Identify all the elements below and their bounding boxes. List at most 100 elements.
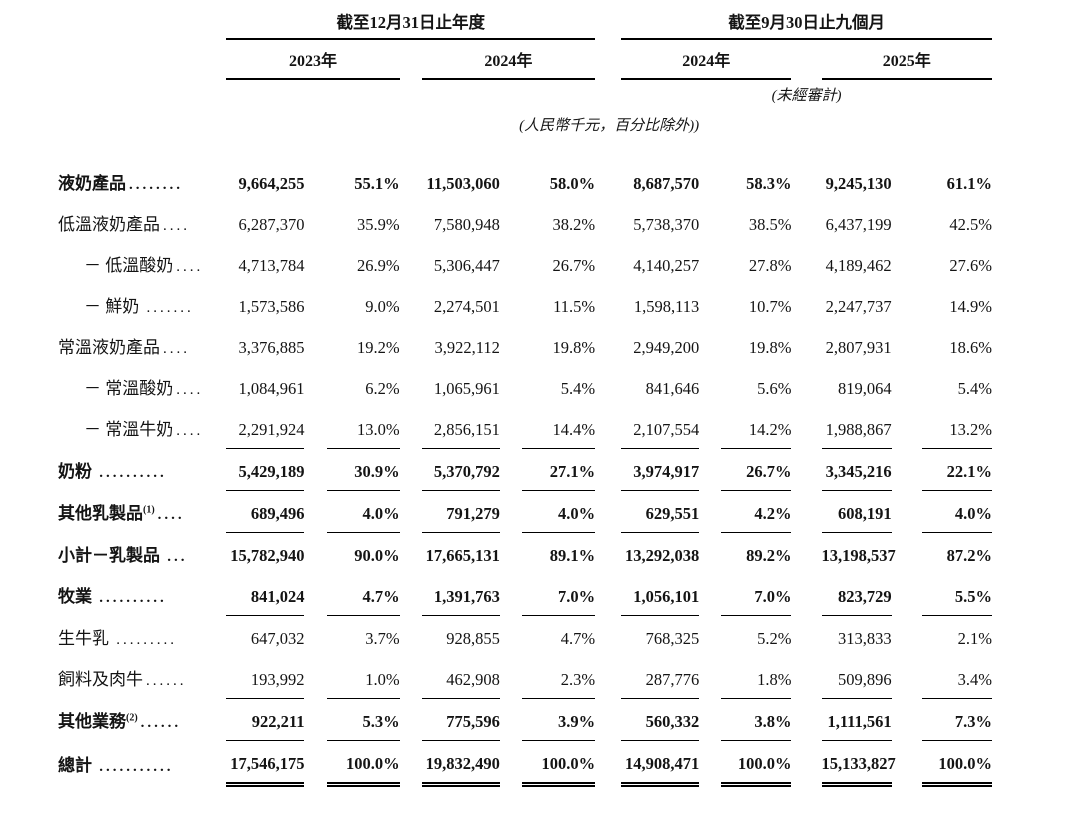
column-gap (791, 366, 821, 407)
percent-cell: 35.9% (357, 214, 400, 234)
year-header-2023: 2023年 (226, 38, 400, 81)
row-label: 小計－乳製品 ... (58, 545, 188, 565)
document-page: 截至12月31日止年度 截至9月30日止九個月 2023年 2024年 2024… (58, 13, 992, 787)
percent-cell: 27.8% (748, 255, 792, 275)
column-gap (699, 366, 721, 407)
column-gap (791, 490, 821, 532)
value-cell: 2,807,931 (825, 337, 892, 357)
leader-dots: .... (157, 507, 185, 524)
percent-cell: 19.2% (357, 337, 400, 357)
column-gap (304, 657, 326, 699)
percent-cell: 89.2% (746, 545, 792, 565)
percent-cell: 6.2% (365, 378, 400, 398)
column-gap (500, 202, 522, 243)
value-cell: 560,332 (621, 698, 700, 741)
column-gap (400, 284, 422, 325)
column-gap (400, 532, 422, 574)
row-label: 常溫液奶產品.... (58, 337, 190, 357)
column-gap (791, 698, 821, 740)
row-label: 飼料及肉牛...... (58, 670, 187, 690)
percent-cell: 10.7% (748, 296, 792, 316)
column-gap (595, 657, 621, 699)
column-gap (400, 490, 422, 532)
percent-cell: 1.0% (326, 656, 400, 699)
column-gap (791, 407, 821, 449)
value-cell: 1,391,763 (421, 573, 500, 616)
column-gap (892, 532, 922, 574)
value-cell: 608,191 (821, 490, 892, 533)
column-gap (304, 161, 326, 202)
value-cell: 1,084,961 (238, 378, 305, 398)
percent-cell: 3.7% (365, 628, 400, 648)
value-cell: 509,896 (821, 656, 892, 699)
value-cell: 13,198,537 (821, 545, 896, 565)
column-gap (304, 448, 326, 490)
column-gap (400, 407, 422, 449)
value-cell: 9,664,255 (238, 173, 305, 193)
percent-cell: 30.9% (326, 448, 400, 491)
percent-cell: 58.3% (746, 173, 792, 193)
column-gap (595, 202, 621, 243)
period-header-row: 截至12月31日止年度 截至9月30日止九個月 (58, 13, 992, 40)
column-gap (500, 407, 522, 449)
row-label: － 常溫牛奶.... (84, 420, 204, 440)
percent-cell: 100.0% (326, 740, 400, 787)
percent-cell: 14.2% (721, 406, 792, 449)
column-gap (699, 202, 721, 243)
value-cell: 3,922,112 (434, 337, 500, 357)
year-header-9m-2024: 2024年 (621, 38, 792, 81)
column-gap (699, 740, 721, 784)
value-cell: 5,738,370 (633, 214, 700, 234)
footnote-marker: (2) (126, 712, 138, 724)
column-gap (400, 740, 422, 784)
column-gap (699, 284, 721, 325)
leader-dots: ...... (146, 673, 187, 690)
column-gap (892, 325, 922, 366)
value-cell: 768,325 (645, 628, 700, 648)
value-cell: 462,908 (421, 656, 500, 699)
column-gap (791, 448, 821, 490)
percent-cell: 19.8% (552, 337, 596, 357)
value-cell: 841,646 (645, 378, 700, 398)
value-cell: 2,107,554 (621, 406, 700, 449)
percent-cell: 14.9% (949, 296, 992, 316)
column-gap (595, 740, 621, 784)
column-gap (892, 698, 922, 740)
column-gap (500, 574, 522, 616)
value-cell: 791,279 (421, 490, 500, 533)
row-label: － 常溫酸奶.... (84, 378, 204, 398)
percent-cell: 13.0% (326, 406, 400, 449)
percent-cell: 26.9% (357, 255, 400, 275)
column-gap (304, 615, 326, 657)
percent-cell: 4.0% (326, 490, 400, 533)
column-gap (400, 574, 422, 616)
column-gap (595, 161, 621, 202)
value-cell: 4,189,462 (825, 255, 892, 275)
column-gap (791, 202, 821, 243)
percent-cell: 3.8% (721, 698, 792, 741)
column-gap (791, 574, 821, 616)
year-header-9m-2025: 2025年 (821, 38, 992, 81)
year-header-row: 2023年 2024年 2024年 2025年 (58, 38, 992, 81)
column-gap (595, 615, 621, 657)
column-gap (892, 407, 922, 449)
row-label: 牧業 .......... (58, 587, 167, 607)
percent-cell: 4.7% (326, 573, 400, 616)
column-gap (400, 657, 422, 699)
table-row: 牧業 .......... 841,024 4.7% 1,391,763 7.0% 1,0… (58, 573, 992, 616)
value-cell: 313,833 (838, 628, 892, 648)
column-gap (595, 490, 621, 532)
column-gap (791, 532, 821, 574)
value-cell: 11,503,060 (426, 173, 500, 193)
column-gap (699, 657, 721, 699)
value-cell: 8,687,570 (633, 173, 700, 193)
value-cell: 647,032 (250, 628, 305, 648)
percent-cell: 11.5% (553, 296, 596, 316)
value-cell: 15,133,827 (821, 740, 896, 787)
percent-cell: 18.6% (949, 337, 992, 357)
percent-cell: 3.4% (921, 656, 992, 699)
column-gap (892, 657, 922, 699)
value-cell: 1,598,113 (633, 296, 700, 316)
value-cell: 1,988,867 (821, 406, 892, 449)
unaudited-note-row: (未經審計) (58, 79, 992, 105)
